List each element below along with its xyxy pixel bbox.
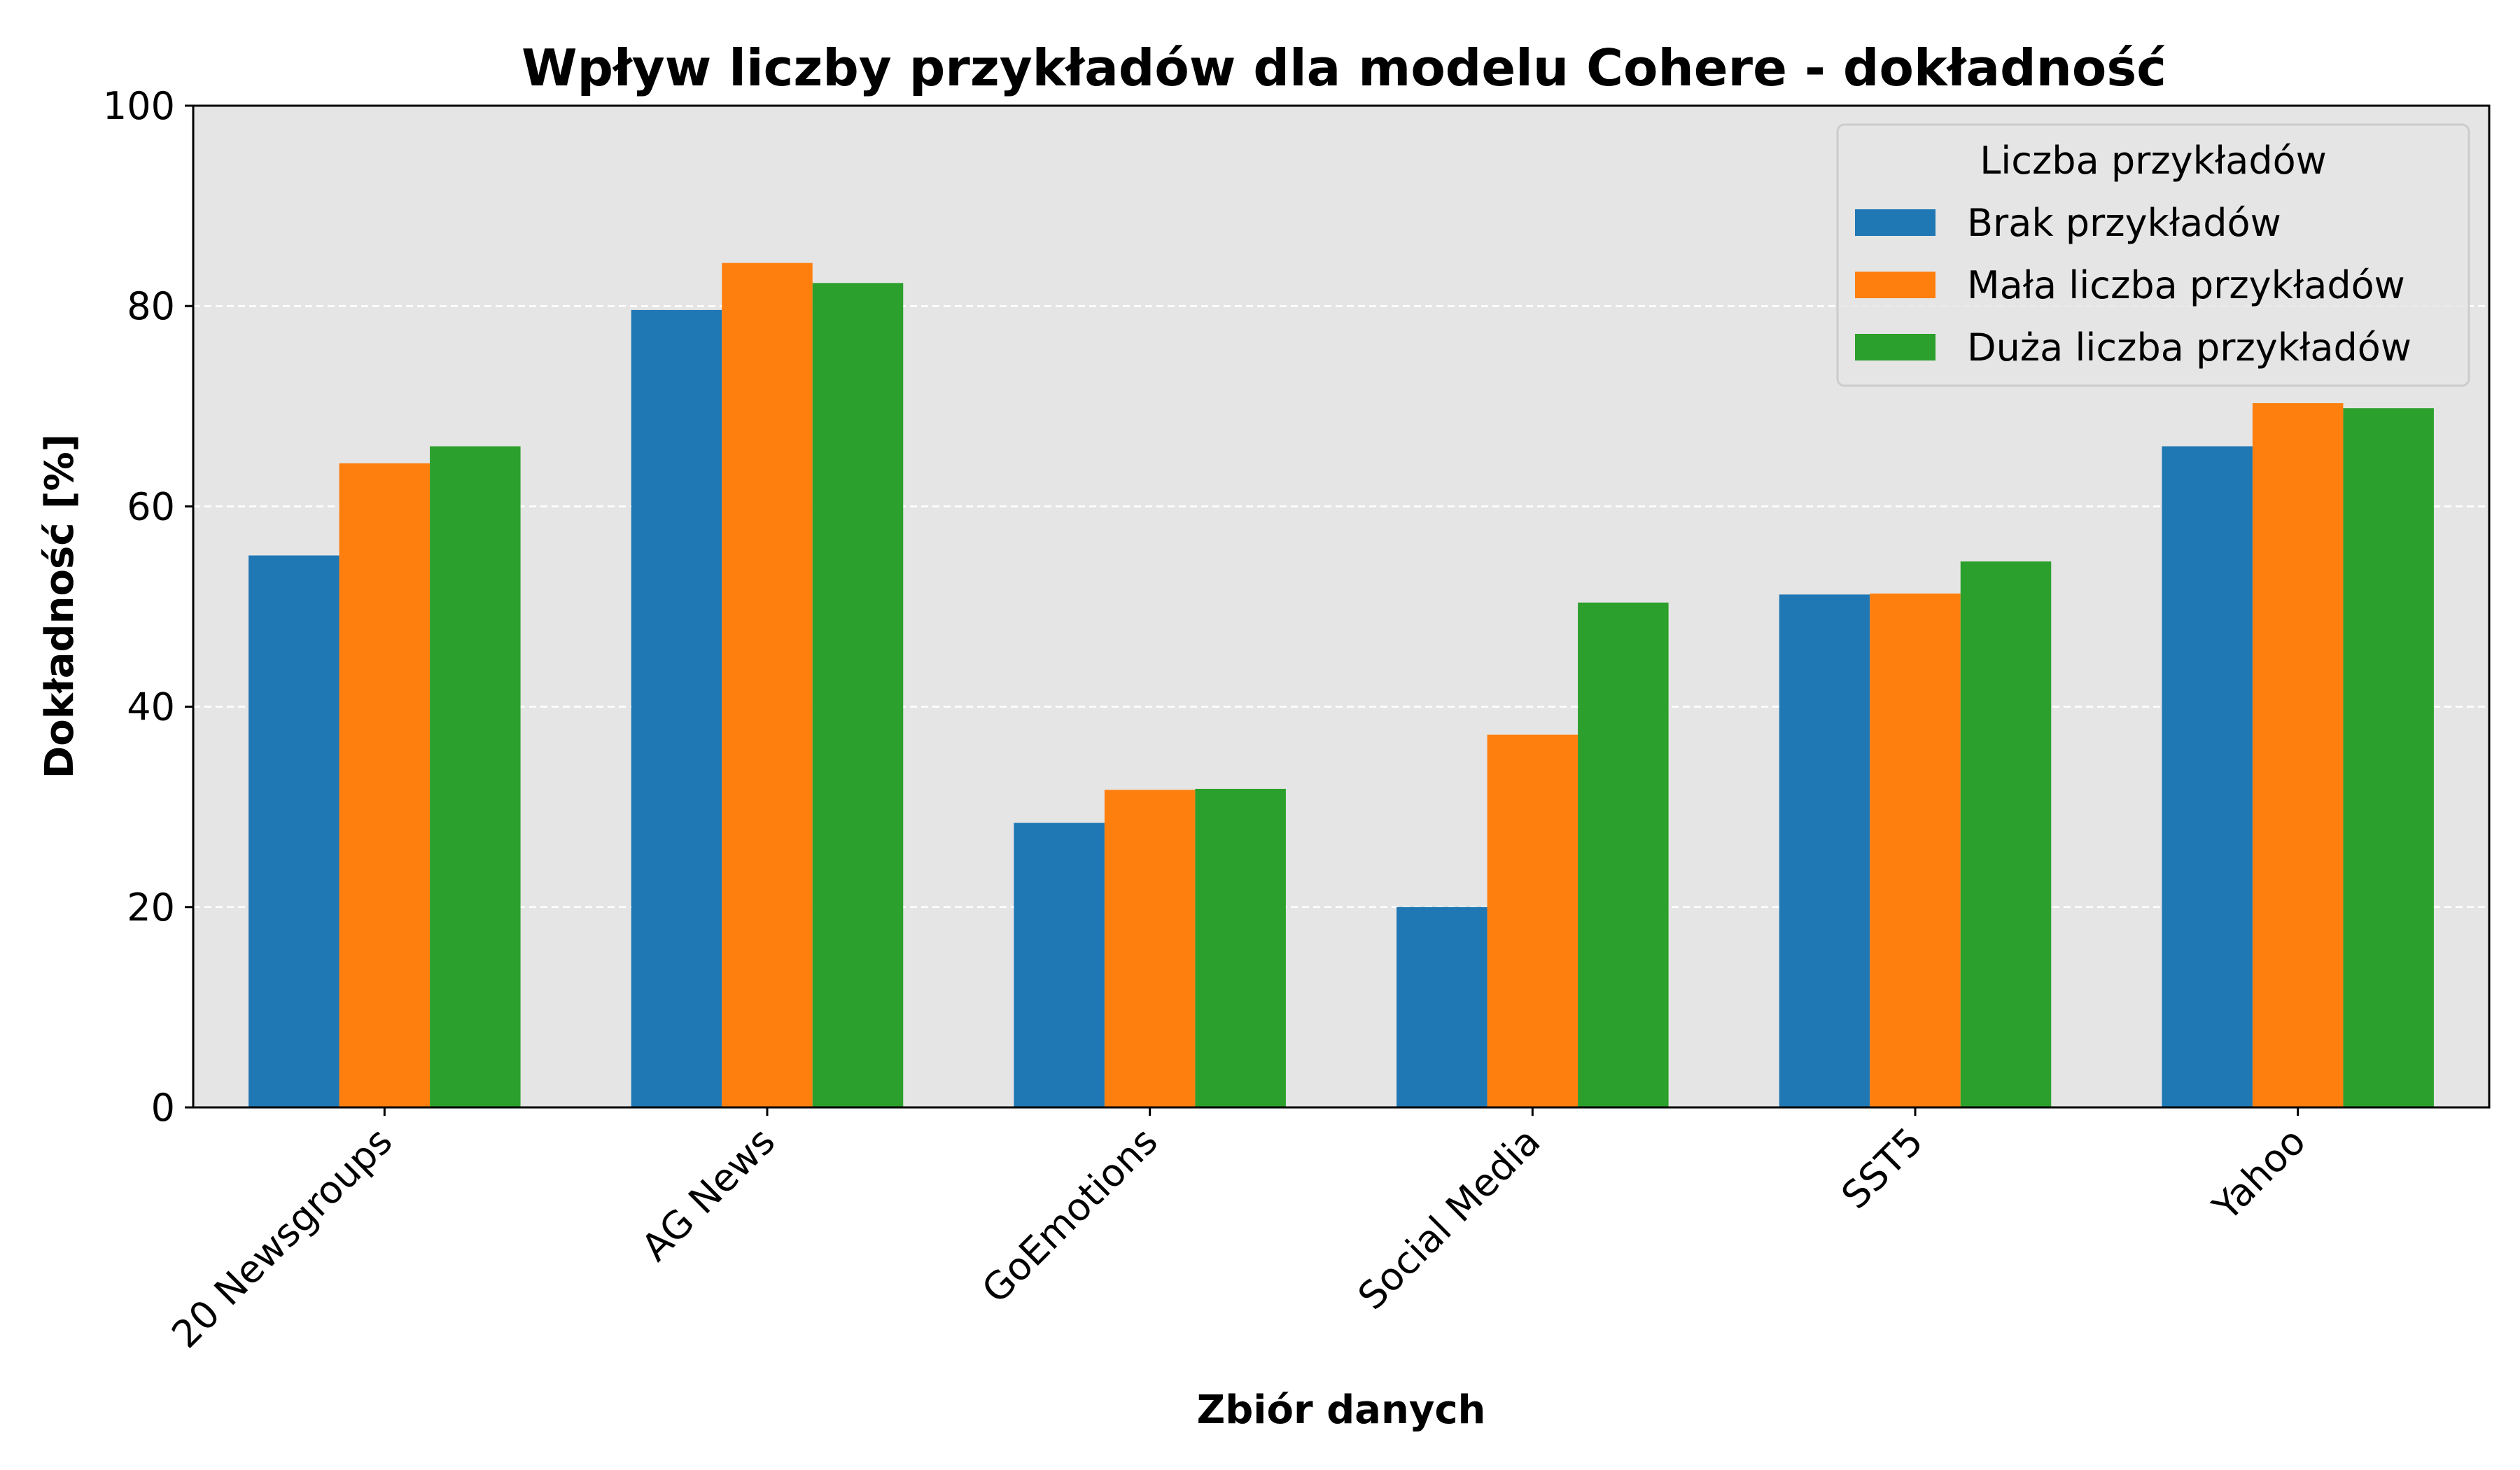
x-tick-label: GoEmotions (974, 1119, 1166, 1312)
x-tick-label: Social Media (1350, 1119, 1549, 1319)
chart-title: Wpływ liczby przykładów dla modelu Coher… (522, 38, 2166, 97)
bar (1104, 790, 1196, 1107)
bar (1487, 734, 1578, 1107)
y-tick-label: 100 (103, 84, 175, 128)
bar (722, 262, 813, 1107)
bars (248, 262, 2434, 1107)
bar (812, 283, 904, 1107)
bar (2162, 446, 2253, 1107)
x-tick-label: SST5 (1833, 1119, 1932, 1218)
bar (430, 446, 521, 1107)
y-axis-ticks: 0 20 40 60 80 100 (103, 84, 193, 1130)
plot-frame (192, 104, 2491, 1109)
legend-swatch (1855, 209, 1935, 236)
bar (2343, 408, 2434, 1107)
x-axis-label: Zbiór danych (1197, 1387, 1486, 1433)
bar (1396, 906, 1488, 1107)
y-tick-label: 0 (151, 1086, 175, 1130)
x-tick-label: AG News (633, 1119, 783, 1270)
bar (631, 309, 722, 1107)
legend-swatch (1855, 334, 1935, 360)
bar (1960, 561, 2052, 1107)
x-axis-ticks: 20 Newsgroups AG News GoEmotions Social Med… (163, 1107, 2314, 1357)
bar (339, 463, 430, 1107)
y-tick-label: 60 (127, 484, 175, 528)
y-tick-label: 20 (127, 886, 175, 930)
legend-items: Brak przykładów Mała liczba przykładów Duż… (1855, 201, 2412, 370)
bar (1195, 788, 1286, 1107)
bar (2252, 403, 2344, 1107)
legend-label: Brak przykładów (1967, 201, 2281, 245)
legend-box (1836, 123, 2470, 387)
legend: Liczba przykładów Brak przykładów Mała li… (1836, 123, 2470, 387)
legend-label: Duża liczba przykładów (1967, 326, 2412, 370)
y-tick-label: 80 (127, 284, 175, 328)
legend-swatch (1855, 272, 1935, 298)
y-tick-label: 40 (127, 685, 175, 729)
grid-lines (193, 304, 2489, 909)
y-axis-label: Dokładność [%] (37, 434, 83, 779)
bar (248, 555, 340, 1107)
legend-label: Mała liczba przykładów (1967, 263, 2405, 307)
x-tick-label: 20 Newsgroups (163, 1119, 400, 1357)
bar (1578, 602, 1669, 1107)
bar (1014, 822, 1105, 1107)
bar (1779, 594, 1870, 1107)
bar (1870, 593, 1961, 1107)
legend-title: Liczba przykładów (1980, 139, 2327, 183)
x-tick-label: Yahoo (2204, 1119, 2314, 1230)
